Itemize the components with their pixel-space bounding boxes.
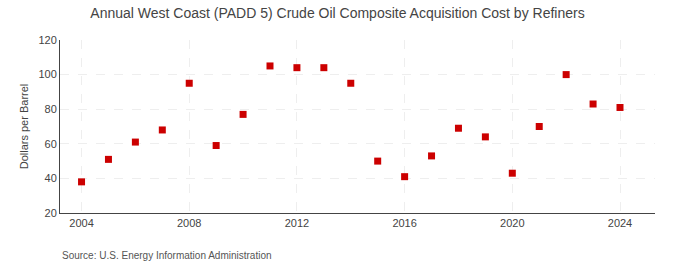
svg-text:80: 80 <box>45 103 57 115</box>
svg-text:2016: 2016 <box>392 217 416 229</box>
svg-text:2012: 2012 <box>285 217 309 229</box>
svg-text:Dollars per Barrel: Dollars per Barrel <box>18 84 30 170</box>
svg-text:40: 40 <box>45 172 57 184</box>
svg-text:Annual West Coast (PADD 5) Cru: Annual West Coast (PADD 5) Crude Oil Com… <box>90 5 584 21</box>
svg-text:20: 20 <box>45 207 57 219</box>
svg-text:100: 100 <box>38 68 56 80</box>
svg-text:2004: 2004 <box>69 217 93 229</box>
svg-text:60: 60 <box>45 138 57 150</box>
svg-text:Source: U.S. Energy Informatio: Source: U.S. Energy Information Administ… <box>62 250 272 261</box>
svg-text:2020: 2020 <box>500 217 524 229</box>
svg-text:2008: 2008 <box>177 217 201 229</box>
svg-text:120: 120 <box>38 34 56 46</box>
svg-text:2024: 2024 <box>608 217 632 229</box>
